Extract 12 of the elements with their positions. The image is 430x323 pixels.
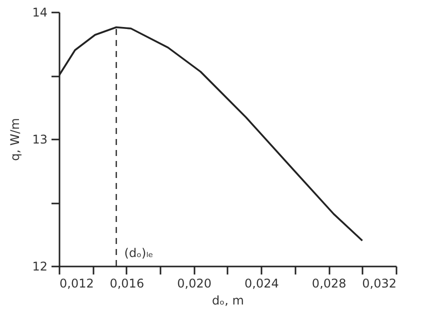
x-tick-label: 0,032: [362, 276, 396, 290]
x-tick-label: 0,024: [244, 276, 279, 290]
x-tick-label: 0,016: [110, 276, 144, 290]
ref-line-label: (dₒ)ₗₑ: [124, 246, 154, 260]
y-tick-label: 13: [32, 132, 48, 146]
y-tick-label: 14: [32, 6, 48, 20]
x-tick-label: 0,028: [312, 276, 346, 290]
x-tick-label: 0,012: [60, 276, 94, 290]
x-tick-label: 0,020: [177, 276, 212, 290]
y-axis-title: q, W/m: [8, 118, 22, 161]
y-tick-label: 12: [32, 260, 48, 274]
x-axis-title: dₒ, m: [212, 294, 244, 308]
